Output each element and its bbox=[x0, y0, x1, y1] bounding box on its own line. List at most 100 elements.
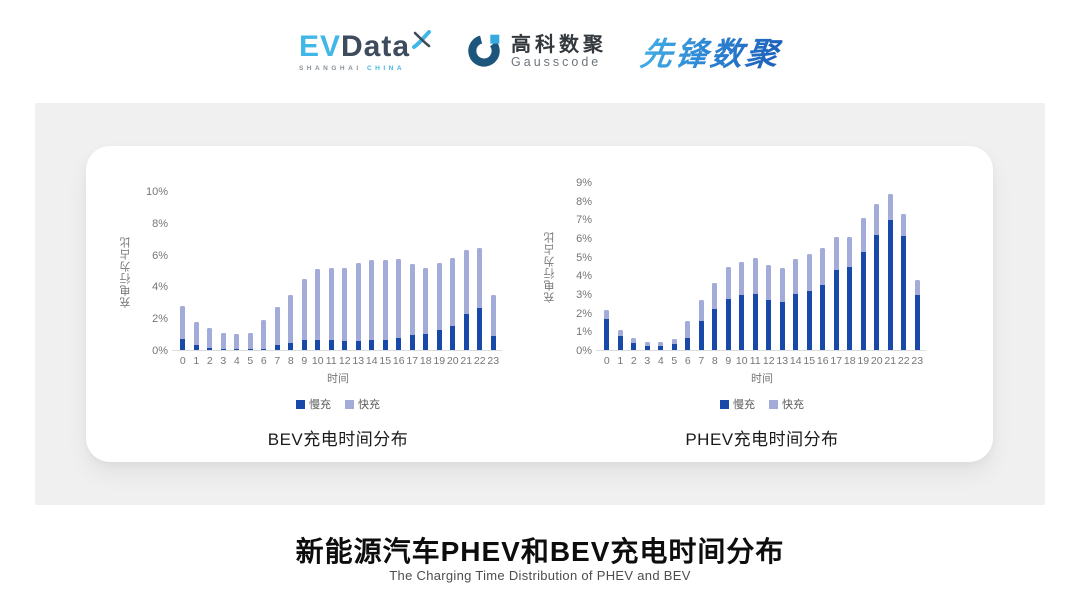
xianfeng-logo: 先锋数聚 bbox=[638, 29, 784, 75]
bar-segment-fast bbox=[860, 218, 866, 253]
bar-segment-fast bbox=[423, 267, 429, 334]
bar-segment-fast bbox=[288, 294, 294, 344]
x-tick-label: 15 bbox=[379, 355, 392, 367]
bar-segment-slow bbox=[315, 339, 321, 351]
evdata-x-icon bbox=[412, 26, 432, 49]
y-tick-label: 2% bbox=[152, 313, 168, 326]
bar-segment-fast bbox=[631, 337, 637, 343]
bar-segment-fast bbox=[301, 278, 307, 340]
bar-segment-fast bbox=[193, 321, 199, 346]
bar-segment-fast bbox=[382, 259, 388, 340]
x-tick-label: 10 bbox=[735, 355, 748, 367]
bar-segment-slow bbox=[261, 348, 267, 351]
bar-segment-fast bbox=[315, 269, 321, 340]
bar-segment-fast bbox=[779, 267, 785, 303]
x-tick-label: 18 bbox=[419, 355, 432, 367]
bar-segment-slow bbox=[396, 337, 402, 351]
bar bbox=[230, 192, 244, 351]
bar-segment-fast bbox=[914, 280, 920, 295]
bar-segment-fast bbox=[725, 267, 731, 299]
bar-segment-fast bbox=[739, 262, 745, 295]
bar-segment-slow bbox=[847, 267, 853, 351]
bar-segment-slow bbox=[766, 299, 772, 351]
bev-plot-area bbox=[172, 192, 502, 351]
bar-segment-slow bbox=[698, 321, 704, 351]
x-tick-label: 18 bbox=[843, 355, 856, 367]
legend-item-fast: 快充 bbox=[769, 396, 804, 412]
bar bbox=[749, 183, 763, 351]
x-tick-label: 5 bbox=[247, 355, 254, 367]
x-tick-label: 4 bbox=[657, 355, 664, 367]
y-tick-label: 4% bbox=[576, 270, 592, 283]
bar bbox=[681, 183, 695, 351]
bar bbox=[433, 192, 447, 351]
bar-segment-fast bbox=[617, 329, 623, 337]
header-logos: EV Data SHANGHAI CHINA bbox=[0, 16, 1080, 88]
x-tick-label: 6 bbox=[684, 355, 691, 367]
gausscode-cn: 高科数聚 bbox=[511, 34, 608, 57]
gray-background-band: 充电行为占比 0% 2% 4% 6% 8% 10% 0 1 2 3 4 5 6 7 8 9 10 11 12 13 1… bbox=[35, 103, 1045, 505]
bar-segment-fast bbox=[274, 307, 280, 345]
bar-segment-fast bbox=[180, 305, 186, 340]
phev-y-axis: 充电行为占比 0% 1% 2% 3% 4% 5% 6% 7% 8% 9% bbox=[544, 177, 600, 357]
bar bbox=[487, 192, 501, 351]
y-tick-label: 6% bbox=[152, 249, 168, 262]
y-tick-label: 9% bbox=[576, 177, 592, 189]
x-tick-label: 16 bbox=[816, 355, 829, 367]
x-tick-label: 13 bbox=[776, 355, 789, 367]
bar-segment-slow bbox=[423, 333, 429, 351]
x-tick-label: 8 bbox=[287, 355, 294, 367]
phev-legend: 慢充 快充 bbox=[600, 396, 924, 412]
y-tick-label: 1% bbox=[576, 326, 592, 339]
x-tick-label: 6 bbox=[260, 355, 267, 367]
x-tick-label: 13 bbox=[352, 355, 365, 367]
x-tick-label: 23 bbox=[487, 355, 500, 367]
bar bbox=[352, 192, 366, 351]
x-tick-label: 7 bbox=[274, 355, 281, 367]
x-tick-label: 17 bbox=[830, 355, 843, 367]
bar bbox=[311, 192, 325, 351]
bar bbox=[843, 183, 857, 351]
legend-label-fast: 快充 bbox=[358, 399, 380, 411]
legend-label-slow: 慢充 bbox=[733, 399, 755, 411]
bev-x-ticks: 0 1 2 3 4 5 6 7 8 9 10 11 12 13 14 15 16 17 18 19 20 21 22 23 bbox=[176, 355, 500, 367]
bar bbox=[857, 183, 871, 351]
bar-segment-fast bbox=[806, 253, 812, 292]
page-subtitle: The Charging Time Distribution of PHEV a… bbox=[389, 568, 691, 583]
bar bbox=[695, 183, 709, 351]
bar-segment-slow bbox=[436, 330, 442, 351]
bar-segment-slow bbox=[490, 335, 496, 351]
x-tick-label: 19 bbox=[857, 355, 870, 367]
y-tick-label: 7% bbox=[576, 214, 592, 227]
bar-segment-fast bbox=[409, 264, 415, 336]
x-tick-label: 14 bbox=[789, 355, 802, 367]
bar-segment-fast bbox=[685, 321, 691, 338]
bar-segment-slow bbox=[820, 284, 826, 351]
x-tick-label: 11 bbox=[325, 355, 337, 367]
bar-segment-fast bbox=[207, 327, 213, 348]
y-tick-label: 3% bbox=[576, 289, 592, 301]
x-tick-label: 20 bbox=[446, 355, 459, 367]
bar-segment-fast bbox=[833, 237, 839, 270]
bar-segment-slow bbox=[450, 326, 456, 351]
bar-segment-fast bbox=[901, 213, 907, 237]
bar-segment-fast bbox=[658, 341, 664, 347]
bar-segment-slow bbox=[901, 236, 907, 351]
evdata-data-text: Data bbox=[340, 30, 411, 63]
bar bbox=[641, 183, 655, 351]
bar-segment-fast bbox=[644, 341, 650, 347]
charts-card: 充电行为占比 0% 2% 4% 6% 8% 10% 0 1 2 3 4 5 6 7 8 9 10 11 12 13 1… bbox=[86, 146, 993, 462]
bar-segment-slow bbox=[355, 340, 361, 351]
bar-segment-fast bbox=[247, 332, 253, 350]
bar bbox=[406, 192, 420, 351]
bar bbox=[911, 183, 925, 351]
phev-x-axis-line bbox=[596, 350, 926, 351]
bar-segment-slow bbox=[712, 309, 718, 351]
bar-segment-slow bbox=[180, 339, 186, 351]
bar-segment-slow bbox=[463, 314, 469, 351]
x-tick-label: 2 bbox=[206, 355, 213, 367]
bar-segment-slow bbox=[874, 235, 880, 351]
bar-segment-slow bbox=[409, 335, 415, 351]
bar-segment-slow bbox=[725, 298, 731, 351]
